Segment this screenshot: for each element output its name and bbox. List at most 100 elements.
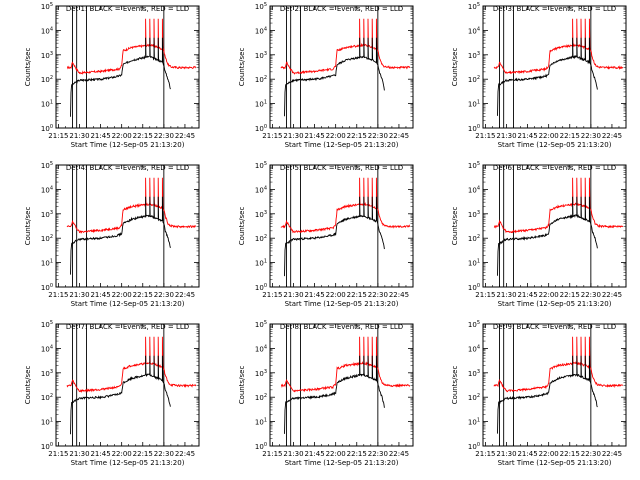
y-tick-label: 105 — [468, 2, 480, 11]
y-tick-label: 102 — [255, 75, 267, 84]
y-tick-label: 100 — [41, 124, 53, 133]
chart-title: Det 9: BLACK = Events, RED = LLD — [493, 323, 616, 331]
y-tick-label: 101 — [41, 100, 53, 109]
y-tick-label: 105 — [255, 320, 267, 329]
series-events-line — [497, 37, 598, 116]
plot-frame — [482, 5, 627, 129]
x-tick-label: 22:00 — [326, 291, 346, 299]
x-tick-label: 21:30 — [69, 450, 89, 458]
x-axis-label: Start Time (12-Sep-05 21:13:20) — [71, 459, 185, 467]
y-tick-label: 104 — [41, 344, 53, 353]
y-tick-label: 102 — [41, 75, 53, 84]
y-axis-label: Counts/sec — [451, 366, 459, 405]
series-events-line — [70, 355, 171, 435]
y-tick-label: 103 — [41, 51, 53, 60]
y-tick-label: 101 — [255, 418, 267, 427]
chart-title: Det 7: BLACK = Events, RED = LLD — [66, 323, 189, 331]
y-tick-label: 101 — [255, 259, 267, 268]
series-lld-line — [66, 336, 197, 393]
x-tick-label: 21:45 — [304, 291, 324, 299]
x-tick-label: 21:15 — [262, 450, 282, 458]
series-lld-line — [280, 336, 411, 393]
plot-frame — [482, 323, 627, 447]
x-tick-label: 21:30 — [496, 291, 516, 299]
x-tick-label: 21:15 — [262, 132, 282, 140]
y-tick-label: 105 — [41, 2, 53, 11]
x-tick-label: 21:30 — [496, 132, 516, 140]
x-tick-label: 21:30 — [496, 450, 516, 458]
plot-frame — [269, 5, 414, 129]
x-axis-label: Start Time (12-Sep-05 21:13:20) — [285, 141, 399, 149]
plot-frame — [55, 323, 200, 447]
x-axis-label: Start Time (12-Sep-05 21:13:20) — [498, 459, 612, 467]
plot-frame — [269, 164, 414, 288]
series-lld-line — [280, 177, 411, 234]
x-tick-label: 21:45 — [304, 450, 324, 458]
y-axis-label: Counts/sec — [24, 207, 32, 246]
x-tick-label: 21:15 — [475, 291, 495, 299]
plot-frame — [55, 164, 200, 288]
y-tick-label: 105 — [255, 161, 267, 170]
chart-title: Det 2: BLACK = Events, RED = LLD — [280, 5, 403, 13]
series-events-line — [284, 37, 385, 117]
plot-frame — [55, 5, 200, 129]
y-tick-label: 100 — [41, 283, 53, 292]
x-tick-label: 21:45 — [90, 132, 110, 140]
x-axis-label: Start Time (12-Sep-05 21:13:20) — [71, 141, 185, 149]
x-tick-label: 21:15 — [262, 291, 282, 299]
y-tick-label: 101 — [468, 100, 480, 109]
x-tick-label: 22:45 — [389, 132, 409, 140]
x-tick-label: 22:45 — [602, 291, 622, 299]
x-tick-label: 22:00 — [112, 132, 132, 140]
x-tick-label: 22:45 — [389, 450, 409, 458]
x-tick-label: 21:15 — [48, 291, 68, 299]
x-tick-label: 22:15 — [133, 132, 153, 140]
series-events-line — [284, 196, 385, 277]
series-lld-line — [493, 177, 624, 234]
y-tick-label: 104 — [255, 26, 267, 35]
x-tick-label: 22:15 — [347, 291, 367, 299]
y-axis-label: Counts/sec — [24, 366, 32, 405]
y-tick-label: 103 — [468, 369, 480, 378]
y-axis-label: Counts/sec — [24, 48, 32, 87]
y-tick-label: 101 — [468, 259, 480, 268]
chart-title: Det 6: BLACK = Events, RED = LLD — [493, 164, 616, 172]
x-axis-label: Start Time (12-Sep-05 21:13:20) — [498, 300, 612, 308]
y-tick-label: 105 — [41, 320, 53, 329]
x-tick-label: 22:00 — [326, 450, 346, 458]
x-tick-label: 21:15 — [48, 132, 68, 140]
x-tick-label: 22:30 — [368, 450, 388, 458]
x-tick-label: 22:00 — [539, 450, 559, 458]
y-tick-label: 103 — [255, 210, 267, 219]
y-tick-label: 105 — [468, 320, 480, 329]
y-tick-label: 101 — [41, 418, 53, 427]
chart-title: Det 3: BLACK = Events, RED = LLD — [493, 5, 616, 13]
x-tick-label: 22:15 — [560, 132, 580, 140]
y-tick-label: 102 — [468, 75, 480, 84]
y-tick-label: 102 — [41, 393, 53, 402]
x-tick-label: 21:15 — [475, 132, 495, 140]
y-tick-label: 104 — [468, 185, 480, 194]
x-tick-label: 21:15 — [48, 450, 68, 458]
y-tick-label: 101 — [468, 418, 480, 427]
y-tick-label: 103 — [468, 210, 480, 219]
chart-panel-7: Det 7: BLACK = Events, RED = LLD 21:15 21:… — [24, 320, 200, 467]
x-tick-label: 22:15 — [133, 291, 153, 299]
y-tick-label: 104 — [255, 344, 267, 353]
y-tick-label: 103 — [468, 51, 480, 60]
x-tick-label: 22:00 — [112, 291, 132, 299]
series-events-line — [497, 196, 598, 276]
x-tick-label: 21:30 — [283, 132, 303, 140]
x-tick-label: 21:30 — [283, 450, 303, 458]
x-tick-label: 22:15 — [560, 450, 580, 458]
series-lld-line — [493, 336, 624, 393]
x-tick-label: 21:45 — [517, 132, 537, 140]
series-events-line — [497, 355, 598, 434]
x-tick-label: 22:15 — [560, 291, 580, 299]
y-tick-label: 104 — [41, 26, 53, 35]
